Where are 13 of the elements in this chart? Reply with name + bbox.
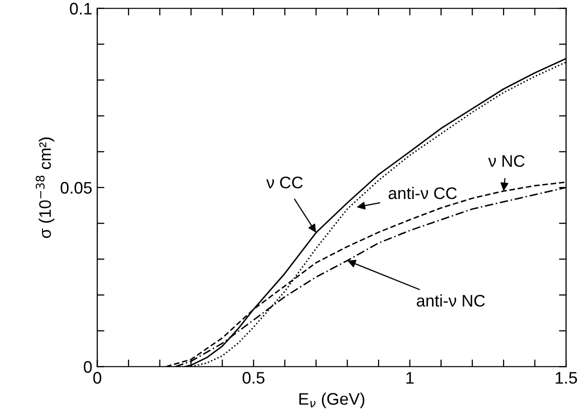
x-tick-label: 0 (93, 372, 102, 384)
x-tick-label: 1.5 (556, 372, 577, 384)
x-axis-title: E$_{ν}$ (GeV) (299, 392, 364, 408)
y-tick-label: 0.1 (70, 2, 92, 15)
x-tick-label: 0.5 (242, 372, 264, 384)
y-tick-label: 0 (84, 361, 92, 373)
y-tick-label: 0.05 (60, 182, 92, 194)
annotation: ν CC (266, 176, 303, 188)
annotation: anti-ν CC (388, 186, 457, 200)
x-tick-label: 1 (406, 372, 414, 384)
annotation: ν NC (488, 155, 525, 167)
y-axis-title: σ (10$^{−38}$ cm²) (36, 138, 54, 238)
annotation: anti-ν NC (416, 294, 485, 307)
